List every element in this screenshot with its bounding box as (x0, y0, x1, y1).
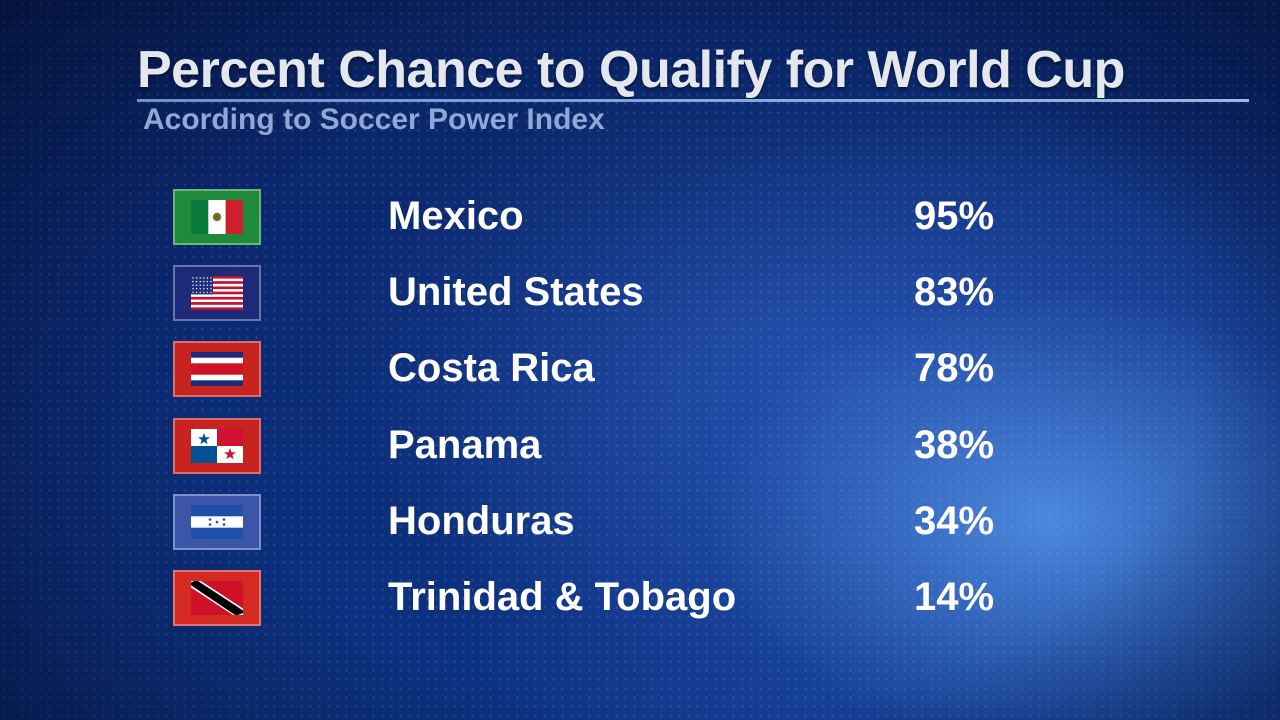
country-name: Trinidad & Tobago (388, 575, 737, 619)
table-row: Trinidad & Tobago 14% (0, 570, 1280, 628)
panama-flag-icon (191, 429, 243, 463)
honduras-flag-icon-graphic (191, 505, 243, 539)
country-name: Honduras (388, 499, 575, 543)
flag-box (173, 341, 261, 397)
trinidad-tobago-flag-icon-graphic (191, 581, 243, 615)
percent-value: 34% (914, 499, 995, 543)
flag-box (173, 265, 261, 321)
percent-value: 38% (914, 423, 995, 467)
country-name: Mexico (388, 194, 524, 238)
mexico-flag-icon (191, 200, 243, 234)
flag-box (173, 189, 261, 245)
panama-flag-icon-graphic (191, 429, 243, 463)
percent-value: 78% (914, 346, 995, 390)
trinidad-tobago-flag-icon (191, 581, 243, 615)
costa-rica-flag-icon (191, 352, 243, 386)
flag-box (173, 494, 261, 550)
title-underline (137, 99, 1249, 102)
table-row: Mexico 95% (0, 189, 1280, 247)
table-row: Costa Rica 78% (0, 341, 1280, 399)
mexico-flag-icon-graphic (191, 200, 243, 234)
table-row: United States 83% (0, 265, 1280, 323)
percent-value: 95% (914, 194, 995, 238)
country-name: Panama (388, 423, 542, 467)
costa-rica-flag-icon-graphic (191, 352, 243, 386)
honduras-flag-icon (191, 505, 243, 539)
usa-flag-icon-graphic (191, 276, 243, 310)
table-row: Panama 38% (0, 418, 1280, 476)
usa-flag-icon (191, 276, 243, 310)
country-name: Costa Rica (388, 346, 595, 390)
flag-box (173, 418, 261, 474)
table-row: Honduras 34% (0, 494, 1280, 552)
chart-subtitle: Acording to Soccer Power Index (143, 103, 605, 136)
percent-value: 83% (914, 270, 995, 314)
percent-value: 14% (914, 575, 995, 619)
flag-box (173, 570, 261, 626)
chart-title: Percent Chance to Qualify for World Cup (137, 41, 1125, 99)
country-name: United States (388, 270, 644, 314)
